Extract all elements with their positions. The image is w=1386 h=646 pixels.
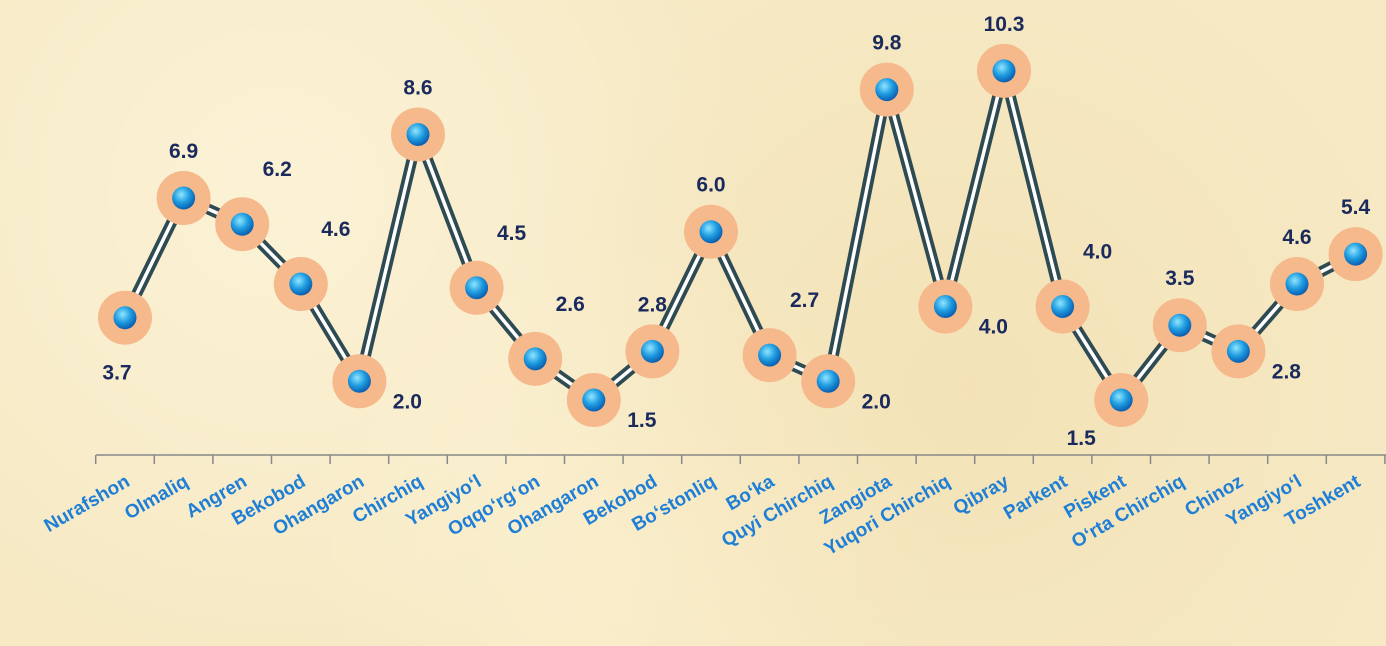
series-line-inner — [123, 70, 1357, 404]
data-point — [156, 171, 211, 226]
value-label: 2.8 — [1272, 360, 1302, 383]
data-point — [684, 204, 738, 259]
x-axis — [94, 454, 1386, 464]
value-label: 1.5 — [1067, 427, 1097, 450]
marker-center — [582, 388, 606, 412]
value-label: 6.9 — [169, 140, 198, 163]
marker-center — [230, 212, 254, 236]
data-point — [273, 257, 328, 312]
marker-center — [640, 339, 664, 363]
value-label: 4.6 — [321, 218, 350, 241]
value-label: 3.7 — [102, 362, 131, 385]
value-label: 9.8 — [872, 32, 902, 55]
data-point — [1035, 279, 1090, 334]
data-point — [1211, 324, 1266, 379]
marker-center — [289, 272, 313, 296]
data-point — [449, 260, 504, 315]
data-point — [1152, 298, 1207, 353]
marker-center — [465, 276, 489, 300]
value-label: 4.0 — [1083, 241, 1112, 264]
data-point — [801, 354, 856, 409]
data-point — [918, 279, 973, 334]
marker-center — [172, 186, 196, 210]
marker-center — [1051, 295, 1075, 318]
value-label: 4.6 — [1282, 226, 1311, 249]
marker-center — [1168, 313, 1192, 337]
marker-center — [758, 343, 782, 367]
data-point — [625, 324, 680, 379]
value-label: 6.2 — [263, 158, 292, 181]
marker-center — [1226, 339, 1250, 363]
data-point — [508, 331, 563, 386]
category-label: Olmaliq — [121, 471, 192, 524]
value-label: 1.5 — [627, 409, 657, 432]
marker-center — [933, 295, 957, 318]
value-label: 2.7 — [790, 289, 819, 312]
data-point — [1094, 373, 1149, 427]
value-label: 4.0 — [979, 316, 1008, 339]
value-label: 2.0 — [393, 390, 422, 413]
data-point — [215, 197, 270, 252]
series-line — [120, 69, 1359, 410]
value-label: 2.6 — [556, 293, 585, 316]
marker-center — [992, 59, 1016, 83]
category-labels: NurafshonOlmaliqAngrenBekobodOhangaronCh… — [41, 471, 1365, 560]
data-point — [1270, 257, 1324, 312]
data-point — [859, 62, 914, 117]
data-points — [98, 43, 1383, 427]
data-point — [332, 354, 387, 409]
marker-center — [113, 306, 137, 330]
marker-center — [1109, 388, 1133, 412]
data-point — [742, 328, 797, 383]
marker-center — [523, 347, 547, 371]
marker-center — [347, 369, 371, 393]
category-label: Parkent — [1000, 471, 1071, 524]
value-label: 3.5 — [1165, 267, 1195, 290]
category-label: Nurafshon — [41, 471, 134, 537]
value-label: 5.4 — [1341, 196, 1371, 219]
data-point — [566, 373, 621, 427]
marker-center — [1344, 242, 1368, 266]
data-point — [1328, 227, 1383, 282]
value-label: 6.0 — [696, 174, 725, 197]
marker-center — [816, 369, 840, 393]
value-label: 8.6 — [403, 76, 432, 99]
marker-center — [1285, 272, 1309, 296]
marker-center — [875, 78, 899, 102]
marker-center — [699, 220, 723, 244]
data-point — [391, 107, 445, 162]
data-labels: 3.7 6.9 6.2 4.6 2.0 8.6 4.5 2.6 1.5 2.8 6.0 2.7 2.0 9… — [102, 13, 1370, 450]
value-label: 4.5 — [497, 222, 527, 245]
data-point — [98, 290, 152, 345]
value-label: 2.8 — [638, 293, 668, 316]
data-point — [977, 43, 1031, 98]
value-label: 2.0 — [862, 390, 891, 413]
marker-center — [406, 122, 430, 146]
value-label: 10.3 — [984, 13, 1025, 36]
